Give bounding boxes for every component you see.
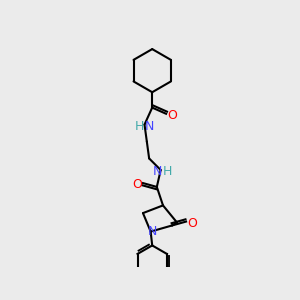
Text: N: N <box>153 165 162 178</box>
Text: H: H <box>134 119 144 133</box>
Text: O: O <box>132 178 142 191</box>
Text: O: O <box>187 217 197 230</box>
Text: N: N <box>148 225 157 238</box>
Text: H: H <box>163 165 172 178</box>
Text: O: O <box>167 109 177 122</box>
Text: N: N <box>144 119 154 133</box>
